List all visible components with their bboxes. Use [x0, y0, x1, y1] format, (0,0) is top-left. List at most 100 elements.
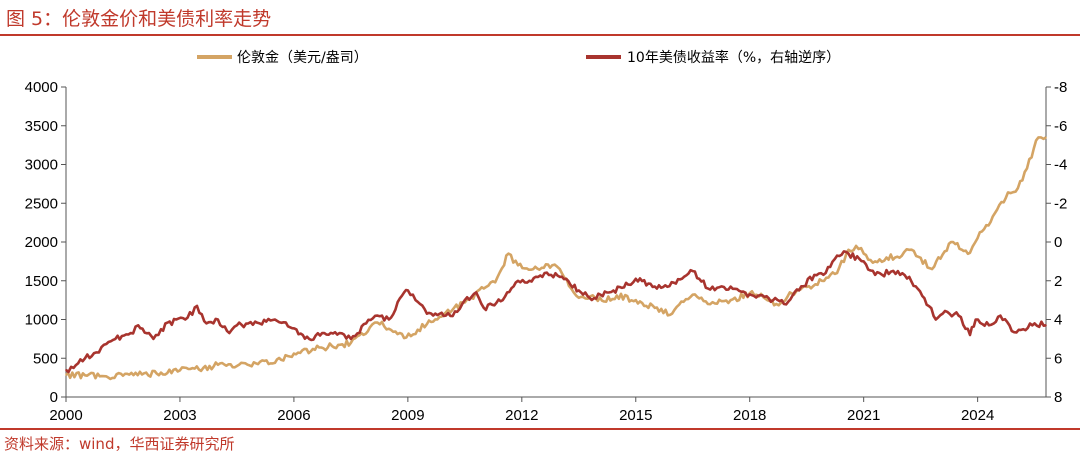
y-right-tick-label: 8 [1054, 389, 1062, 406]
yield-point [407, 289, 409, 292]
x-tick-label: 2021 [847, 407, 880, 424]
gold-point [874, 260, 876, 263]
yield-point [236, 324, 238, 327]
yield-point [338, 332, 341, 334]
yield-point [445, 314, 447, 317]
gold-point [103, 375, 105, 378]
yield-point [95, 351, 98, 354]
gold-point [426, 323, 428, 325]
legend-label-yield: 10年美债收益率（%，右轴逆序） [627, 49, 840, 66]
yield-point [874, 274, 876, 276]
gold-point [691, 293, 694, 296]
y-left-tick-label: 0 [50, 389, 58, 406]
yield-point [691, 270, 694, 272]
gold-point [976, 237, 979, 239]
gold-point [376, 321, 379, 324]
yield-point [84, 357, 86, 360]
gold-point [331, 345, 333, 347]
yield-point [65, 369, 67, 371]
x-tick-label: 2006 [277, 407, 310, 424]
yield-point [129, 332, 132, 334]
yield-point [836, 254, 838, 257]
yield-point [456, 310, 459, 313]
y-right-tick-label: 2 [1054, 273, 1062, 290]
yield-point [388, 318, 390, 321]
source-note: 资料来源：wind，华西证券研究所 [4, 435, 235, 453]
yield-point [813, 274, 816, 276]
yield-point [1022, 328, 1025, 330]
y-right-tick-label: 4 [1054, 312, 1062, 329]
gold-point [551, 264, 554, 267]
y-right-tick-label: -4 [1054, 157, 1067, 174]
yield-point [748, 293, 751, 296]
yield-point [862, 260, 865, 263]
gold-point [729, 299, 732, 301]
yield-point [350, 338, 352, 340]
gold-point [1026, 167, 1028, 170]
yield-point [247, 322, 250, 325]
gold-point [198, 368, 200, 371]
yield-point [483, 307, 485, 309]
yield-point [414, 299, 417, 301]
yield-point [186, 316, 189, 319]
yield-point [1011, 330, 1013, 332]
gold-point [274, 362, 276, 364]
gold-point [862, 252, 865, 255]
yield-point [935, 318, 937, 321]
treasury-yield-line [65, 250, 1047, 374]
gold-point [179, 369, 181, 372]
gold-point [1037, 136, 1040, 139]
top-divider [0, 34, 1080, 36]
y-right-tick-label: 0 [1054, 234, 1062, 251]
bottom-divider [0, 428, 1080, 430]
y-right-tick-label: -6 [1054, 118, 1067, 135]
gold-point [483, 287, 485, 290]
yield-point [160, 328, 162, 330]
yield-point [376, 314, 379, 317]
gold-point [908, 248, 911, 251]
gold-point [821, 279, 823, 282]
chart-title: 图 5：伦敦金价和美债利率走势 [6, 8, 272, 30]
gold-point [969, 252, 971, 254]
y-left-tick-label: 3000 [25, 157, 58, 174]
x-tick-label: 2003 [163, 407, 196, 424]
gold-point [445, 311, 447, 314]
yield-point [365, 322, 367, 325]
gold-point [900, 255, 903, 257]
gold-point [217, 364, 219, 366]
gold-point [350, 341, 352, 344]
yield-point [205, 322, 208, 325]
yield-point [957, 314, 960, 317]
gold-point [369, 326, 371, 329]
yield-point [308, 338, 310, 340]
y-right-tick-label: -2 [1054, 195, 1067, 212]
gold-point [388, 328, 390, 330]
x-tick-label: 2018 [733, 407, 766, 424]
yield-point [946, 310, 949, 313]
gold-point [707, 303, 709, 305]
gold-point [634, 299, 637, 301]
gold-point [615, 294, 618, 297]
legend-label-gold: 伦敦金（美元/盎司） [237, 50, 368, 66]
yield-point [274, 318, 276, 321]
yield-point [475, 291, 478, 294]
yield-point [847, 252, 850, 255]
yield-point [114, 338, 117, 340]
legend: 伦敦金（美元/盎司） 10年美债收益率（%，右轴逆序） [197, 49, 840, 66]
yield-point [593, 297, 595, 299]
yield-point [1045, 324, 1047, 327]
gold-point [293, 352, 295, 355]
yield-point [289, 326, 291, 329]
yield-point [426, 312, 428, 315]
yield-point [908, 276, 911, 278]
gold-point [992, 215, 994, 218]
gold-point [596, 300, 599, 302]
gold-point [494, 281, 497, 284]
gold-point [65, 374, 67, 376]
gold-point [141, 373, 143, 376]
gold-point [236, 365, 238, 367]
yield-point [974, 318, 977, 321]
yield-point [988, 324, 990, 327]
yield-point [969, 334, 971, 336]
